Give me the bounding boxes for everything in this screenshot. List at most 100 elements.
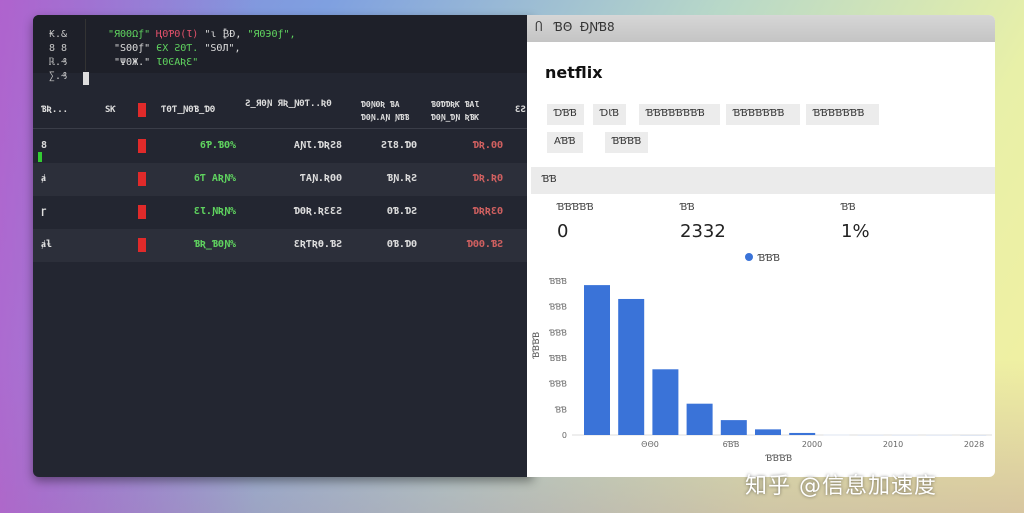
red-flag-icon	[138, 238, 146, 252]
bar[interactable]	[823, 434, 850, 436]
percent-cell: 6Ƥ.ƁΘ%	[199, 140, 236, 151]
y-tick-label: ƁƁƁ	[548, 303, 567, 312]
line-number: ℝ.₰	[49, 57, 68, 68]
change-cell: ƊΘΘ.ƁƧ	[466, 239, 503, 250]
change-cell: ƊƦ.ƦΘ	[472, 173, 503, 184]
code-token: "ΨΘЖ."	[108, 57, 157, 68]
line-number: ∑.₰	[49, 71, 68, 82]
value-cell: ƧƖ8.ƊΘ	[380, 140, 417, 151]
tag-chip[interactable]: ΑƁƁ	[547, 132, 583, 153]
table-row[interactable]: 8 6Ƥ.ƁΘ% ΑƝƖ.ƊƦƧ8 ƧƖ8.ƊΘ ƊƦ.ΘΘ	[33, 130, 533, 163]
tab-label[interactable]: Ⴖ	[535, 20, 543, 34]
bar[interactable]	[720, 420, 747, 435]
value-cell: ΘƁ.ƊΘ	[386, 239, 417, 250]
bar[interactable]	[960, 435, 987, 436]
legend-label: ƁƁƁ	[757, 253, 780, 264]
y-tick-label: ƁƁƁ	[548, 328, 567, 337]
stat-label: ƁƁ	[841, 202, 856, 213]
row-id: ɼ	[41, 206, 48, 217]
code-line: "ЯΘΘΩƒ" ҢΘƤΘ(Ɩ) "ɩ ₿Ɖ, "ЯΘЭΘƒ",	[108, 29, 296, 40]
table-header: ƁƦ... ЅƘ ƬΘƬ_ƝΘƁ_ƊΘ Ƨ_ЯΘƝ ЯƦ_ƝΘƬ..ƦΘ ƊΘƝ…	[33, 95, 533, 129]
column-header[interactable]: ƐƧ	[515, 105, 526, 115]
title-bar: Ⴖ ƁΘ ƉƝƁ8	[527, 15, 995, 42]
bar[interactable]	[857, 434, 884, 436]
column-header[interactable]: ƬΘƬ_ƝΘƁ_ƊΘ	[161, 105, 216, 115]
bar[interactable]	[618, 298, 645, 435]
code-line: "ЅΘΘƒ" ЄΧ ƧΘƬ. "ЅΘЛ",	[108, 43, 240, 54]
total-cell: ƬΑƝ.ƦΘΘ	[299, 173, 342, 184]
column-header[interactable]: Ƨ_ЯΘƝ ЯƦ_ƝΘƬ..ƦΘ	[245, 99, 332, 109]
percent-cell: 6Ƭ ΑƦƝ%	[193, 173, 236, 184]
y-tick-label: ƁƁƁ	[548, 277, 567, 286]
tab-label[interactable]: ƁΘ	[554, 20, 573, 34]
change-cell: ƊƦ.ΘΘ	[472, 140, 503, 151]
red-flag-icon	[138, 139, 146, 153]
column-header[interactable]: ЅƘ	[105, 105, 116, 115]
row-id: ⱥƚ	[41, 239, 53, 250]
code-token: "ЯΘЭΘƒ",	[247, 29, 296, 40]
column-header[interactable]: ƊΘƝΘƦ ƁΑ ƊΘƝ.ΑƝ ƝƁƁ	[361, 100, 410, 122]
value-cell: ΘƁ.ƊƧ	[386, 206, 417, 217]
watermark: 知乎 @信息加速度	[745, 474, 937, 499]
table-row[interactable]: ⱥ 6Ƭ ΑƦƝ% ƬΑƝ.ƦΘΘ ƁƝ.ƦƧ ƊƦ.ƦΘ	[33, 163, 533, 196]
row-id: 8	[41, 140, 48, 151]
bar[interactable]	[686, 403, 713, 435]
code-token: ЄΧ ƧΘƬ.	[156, 43, 205, 54]
bar[interactable]	[584, 285, 610, 435]
tab-label[interactable]: ƉƝƁ8	[579, 20, 615, 34]
bar[interactable]	[891, 434, 918, 436]
text-cursor	[83, 72, 89, 85]
legend-marker	[745, 253, 753, 261]
x-tick-label: ΘΘ0	[641, 440, 659, 449]
code-token: "ЯΘΘΩƒ"	[108, 29, 157, 40]
tag-chip[interactable]: ƁƁƁƁƁƁƁ	[726, 104, 800, 125]
table-row[interactable]: ɼ ƐƖ.ƝƦƝ% ƊΘƦ.ƦƐƐƧ ΘƁ.ƊƧ ƊƦƦƐΘ	[33, 196, 533, 229]
red-flag-icon	[138, 205, 146, 219]
tag-chip[interactable]: ƁƁƁƁƁƁƁ	[806, 104, 879, 125]
x-tick-label: 2028	[964, 440, 984, 449]
terminal-window: ₭.& 8 8 ℝ.₰ ∑.₰ "ЯΘΘΩƒ" ҢΘƤΘ(Ɩ) "ɩ ₿Ɖ, "…	[33, 15, 533, 477]
section-header: ƁƁ	[531, 167, 995, 194]
bar[interactable]	[789, 432, 816, 435]
column-header[interactable]: ƁƦ...	[41, 105, 69, 115]
percent-cell: ƐƖ.ƝƦƝ%	[193, 206, 236, 217]
code-line: "ΨΘЖ." ƖΘϾΑƦƐ"	[108, 57, 198, 68]
bar[interactable]	[926, 434, 952, 436]
x-tick-label: 2000	[802, 440, 822, 449]
tag-chip[interactable]: ƊƁƁ	[547, 104, 584, 125]
x-tick-label: 6ƁƁ	[723, 440, 740, 449]
stat-value: 2332	[680, 221, 726, 242]
total-cell: ƐƦƬƦƟ.ƁƧ	[293, 239, 342, 250]
code-token: "ЅΘΘƒ"	[108, 43, 157, 54]
percent-cell: ƁƦ_ƁΘƝ%	[193, 239, 236, 250]
y-tick-label: ƁƁ	[554, 405, 567, 414]
red-flag-icon	[138, 103, 146, 117]
x-tick-label: 2010	[883, 440, 903, 449]
total-cell: ΑƝƖ.ƊƦƧ8	[293, 140, 342, 151]
red-flag-icon	[138, 172, 146, 186]
netflix-panel: Ⴖ ƁΘ ƉƝƁ8 netflix ƊƁƁ ƊƖƁ ƁƁƁƁƁƁƁƁ ƁƁƁƁƁ…	[527, 15, 995, 477]
code-token: ҢΘƤΘ(Ɩ)	[156, 29, 205, 40]
x-axis-label: ƁƁƁƁ	[765, 454, 792, 464]
y-tick-label: ƁƁƁ	[548, 354, 567, 363]
tag-chip[interactable]: ƊƖƁ	[593, 104, 627, 125]
code-editor: ₭.& 8 8 ℝ.₰ ∑.₰ "ЯΘΘΩƒ" ҢΘƤΘ(Ɩ) "ɩ ₿Ɖ, "…	[33, 15, 533, 85]
table-row[interactable]: ⱥƚ ƁƦ_ƁΘƝ% ƐƦƬƦƟ.ƁƧ ΘƁ.ƊΘ ƊΘΘ.ƁƧ	[33, 229, 533, 262]
y-axis-label: ƁƁƁƁ	[532, 332, 542, 359]
bar[interactable]	[652, 369, 679, 435]
value-cell: ƁƝ.ƦƧ	[386, 173, 417, 184]
stat-label: ƁƁƁƁƁ	[557, 202, 594, 213]
bar[interactable]	[755, 429, 781, 435]
page-title: netflix	[545, 63, 603, 82]
stat-value: 1%	[841, 221, 870, 242]
stat-label: ƁƁ	[680, 202, 695, 213]
tag-chip[interactable]: ƁƁƁƁ	[605, 132, 649, 153]
row-id: ⱥ	[41, 173, 46, 184]
change-cell: ƊƦƦƐΘ	[472, 206, 503, 217]
line-number: 8 8	[49, 43, 68, 54]
scroll-marker	[38, 152, 42, 162]
column-header[interactable]: ƁΘƊƊƦƘ ƁΑƖ ƊΘƝ_ƊƝ ƦƁƘ	[431, 100, 480, 122]
y-tick-label: 0	[562, 431, 567, 440]
tag-chip[interactable]: ƁƁƁƁƁƁƁƁ	[639, 104, 720, 125]
